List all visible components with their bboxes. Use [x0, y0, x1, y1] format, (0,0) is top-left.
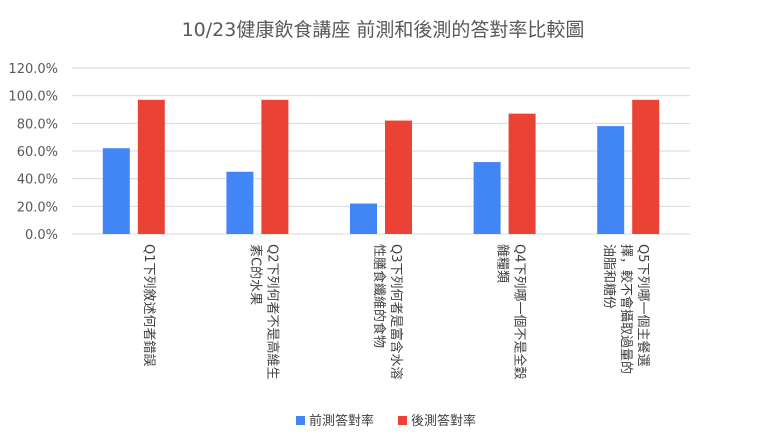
bar-pretest-q4	[473, 162, 501, 234]
bars	[102, 99, 660, 234]
legend-label: 後測答對率	[411, 413, 476, 429]
y-tick-label: 40.0%	[17, 173, 58, 188]
y-tick-label: 80.0%	[17, 117, 58, 132]
bar-posttest-q4	[508, 113, 536, 234]
y-tick-label: 0.0%	[25, 228, 58, 243]
legend-label: 前測答對率	[309, 413, 374, 429]
category-label: Q2下列何者不是高維生	[264, 244, 280, 380]
bar-posttest-q3	[385, 120, 412, 234]
bar-posttest-q1	[137, 99, 165, 234]
y-tick-label: 120.0%	[8, 62, 58, 77]
chart-title: 10/23健康飲食講座 前測和後測的答對率比較圖	[182, 19, 585, 41]
grid	[72, 67, 690, 235]
category-label: 雜糧類	[495, 244, 510, 283]
category-label: 性膳食纖維的食物	[371, 244, 387, 348]
category-label: Q4下列哪一個不是全穀	[512, 244, 528, 380]
y-tick-label: 100.0%	[8, 90, 58, 105]
y-tick-label: 60.0%	[17, 145, 58, 160]
legend-swatch	[398, 416, 407, 425]
category-label: 素C的水果	[247, 244, 263, 305]
y-tick-label: 20.0%	[17, 200, 58, 215]
bar-pretest-q2	[226, 171, 254, 234]
bar-pretest-q5	[597, 126, 625, 234]
y-axis: 0.0% 20.0% 40.0% 60.0% 80.0% 100.0% 120.0%	[8, 62, 58, 243]
bar-pretest-q3	[350, 203, 377, 234]
legend-swatch	[296, 416, 305, 425]
category-label: Q1下列敘述何者錯誤	[141, 244, 157, 367]
bar-posttest-q2	[261, 99, 289, 234]
legend: 前測答對率 後測答對率	[296, 413, 476, 429]
bar-pretest-q1	[102, 148, 130, 234]
category-label: 擇，較不會攝取過量的	[618, 244, 634, 374]
bar-posttest-q5	[632, 99, 660, 234]
category-label: Q3下列何者是富含水溶	[388, 244, 404, 380]
category-label: 油脂和糖份	[601, 244, 617, 309]
category-label: Q5下列哪一個主餐選	[635, 244, 651, 367]
